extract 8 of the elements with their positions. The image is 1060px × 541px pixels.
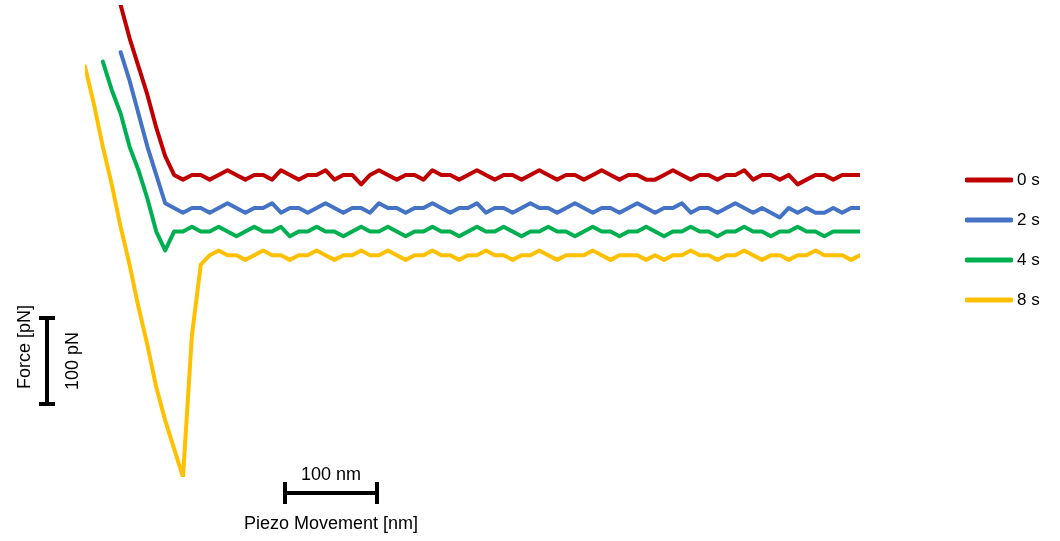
legend-label: 2 s — [1017, 210, 1040, 230]
legend-label: 0 s — [1017, 170, 1040, 190]
legend-label: 4 s — [1017, 250, 1040, 270]
legend-label: 8 s — [1017, 290, 1040, 310]
annotation: 100 nm — [300, 463, 362, 485]
y-axis-title: Force [pN] — [13, 304, 35, 390]
annotation: 100 pN — [61, 331, 83, 391]
x-axis-title: Piezo Movement [nm] — [243, 512, 419, 534]
